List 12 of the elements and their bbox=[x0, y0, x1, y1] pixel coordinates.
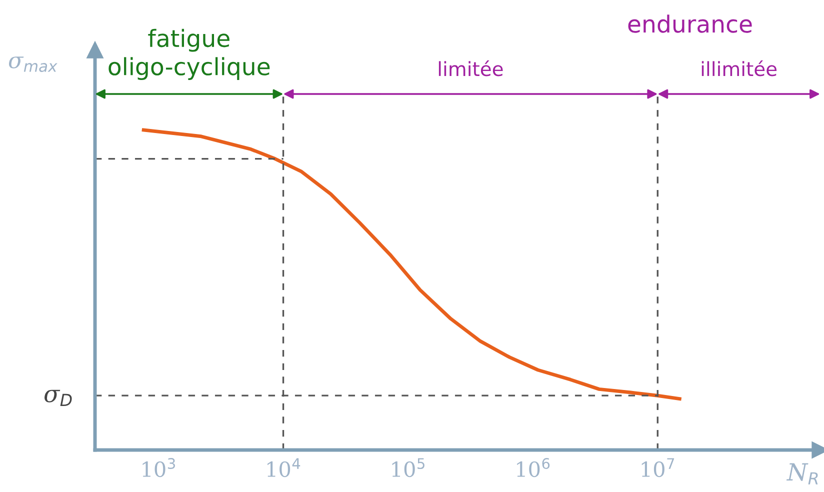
ref-line-label: σ$_{D}$ bbox=[44, 390, 72, 406]
x-axis-title: N$_{R}$ bbox=[786, 463, 818, 484]
x-tick-label: 10$^{6}$ bbox=[517, 458, 550, 478]
text: limitée bbox=[438, 60, 503, 76]
text: illimitée bbox=[702, 60, 777, 76]
x-tick-label: 10$^{7}$ bbox=[642, 458, 674, 478]
x-tick-label: 10$^{5}$ bbox=[392, 458, 424, 478]
x-tick-label: 10$^{3}$ bbox=[142, 458, 175, 478]
text: fatigue oligo-cyclique bbox=[108, 28, 270, 80]
y-axis-title: σ$_{max}$ bbox=[8, 56, 58, 72]
text: endurance bbox=[628, 14, 752, 33]
x-tick-label: 10$^{4}$ bbox=[267, 458, 300, 478]
